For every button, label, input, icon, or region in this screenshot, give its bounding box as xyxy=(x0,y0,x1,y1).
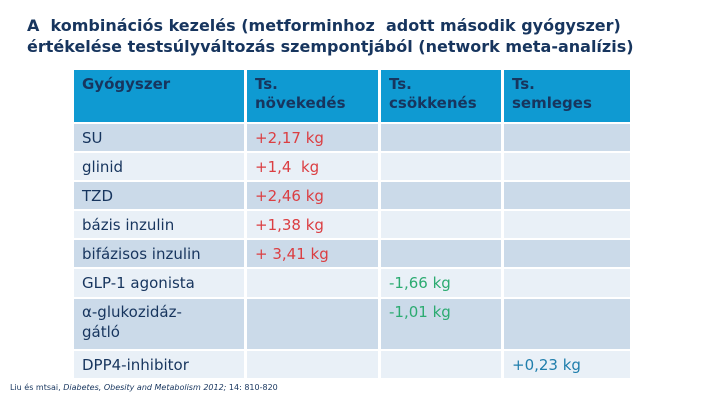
decrease-value-cell xyxy=(381,182,501,209)
decrease-value-cell xyxy=(381,124,501,151)
increase-value-cell xyxy=(247,299,378,349)
neutral-value-cell xyxy=(504,299,630,349)
drug-name-cell: α-glukozidáz- gátló xyxy=(74,299,244,349)
decrease-value-cell xyxy=(381,211,501,238)
increase-value-cell xyxy=(247,269,378,297)
drug-weight-change-table: Gyógyszer Ts. növekedés Ts. csökkenés Ts. s… xyxy=(74,70,630,378)
increase-value-cell: +1,38 kg xyxy=(247,211,378,238)
increase-value-cell: + 3,41 kg xyxy=(247,240,378,267)
drug-name-cell: DPP4-inhibitor xyxy=(74,351,244,378)
neutral-value-cell xyxy=(504,211,630,238)
neutral-value-cell xyxy=(504,124,630,151)
increase-value-cell: +2,46 kg xyxy=(247,182,378,209)
citation-authors: Liu és mtsai, xyxy=(10,383,64,392)
column-header-drug: Gyógyszer xyxy=(74,70,244,122)
citation-journal: Diabetes, Obesity and Metabolism 2012; xyxy=(63,383,227,392)
increase-value-cell xyxy=(247,351,378,378)
drug-name-cell: glinid xyxy=(74,153,244,180)
decrease-value-cell xyxy=(381,153,501,180)
drug-name-cell: GLP-1 agonista xyxy=(74,269,244,297)
decrease-value-cell: -1,66 kg xyxy=(381,269,501,297)
drug-name-cell: TZD xyxy=(74,182,244,209)
column-header-decrease: Ts. csökkenés xyxy=(381,70,501,122)
citation-pages: 14: 810-820 xyxy=(226,383,278,392)
increase-value-cell: +2,17 kg xyxy=(247,124,378,151)
neutral-value-cell xyxy=(504,153,630,180)
decrease-value-cell xyxy=(381,240,501,267)
column-header-increase: Ts. növekedés xyxy=(247,70,378,122)
column-header-neutral: Ts. semleges xyxy=(504,70,630,122)
decrease-value-cell xyxy=(381,351,501,378)
neutral-value-cell xyxy=(504,269,630,297)
increase-value-cell: +1,4 kg xyxy=(247,153,378,180)
drug-name-cell: SU xyxy=(74,124,244,151)
citation: Liu és mtsai, Diabetes, Obesity and Meta… xyxy=(10,383,278,392)
neutral-value-cell: +0,23 kg xyxy=(504,351,630,378)
slide-title: A kombinációs kezelés (metforminhoz adot… xyxy=(27,16,634,56)
neutral-value-cell xyxy=(504,240,630,267)
neutral-value-cell xyxy=(504,182,630,209)
drug-name-cell: bifázisos inzulin xyxy=(74,240,244,267)
drug-name-cell: bázis inzulin xyxy=(74,211,244,238)
decrease-value-cell: -1,01 kg xyxy=(381,299,501,349)
